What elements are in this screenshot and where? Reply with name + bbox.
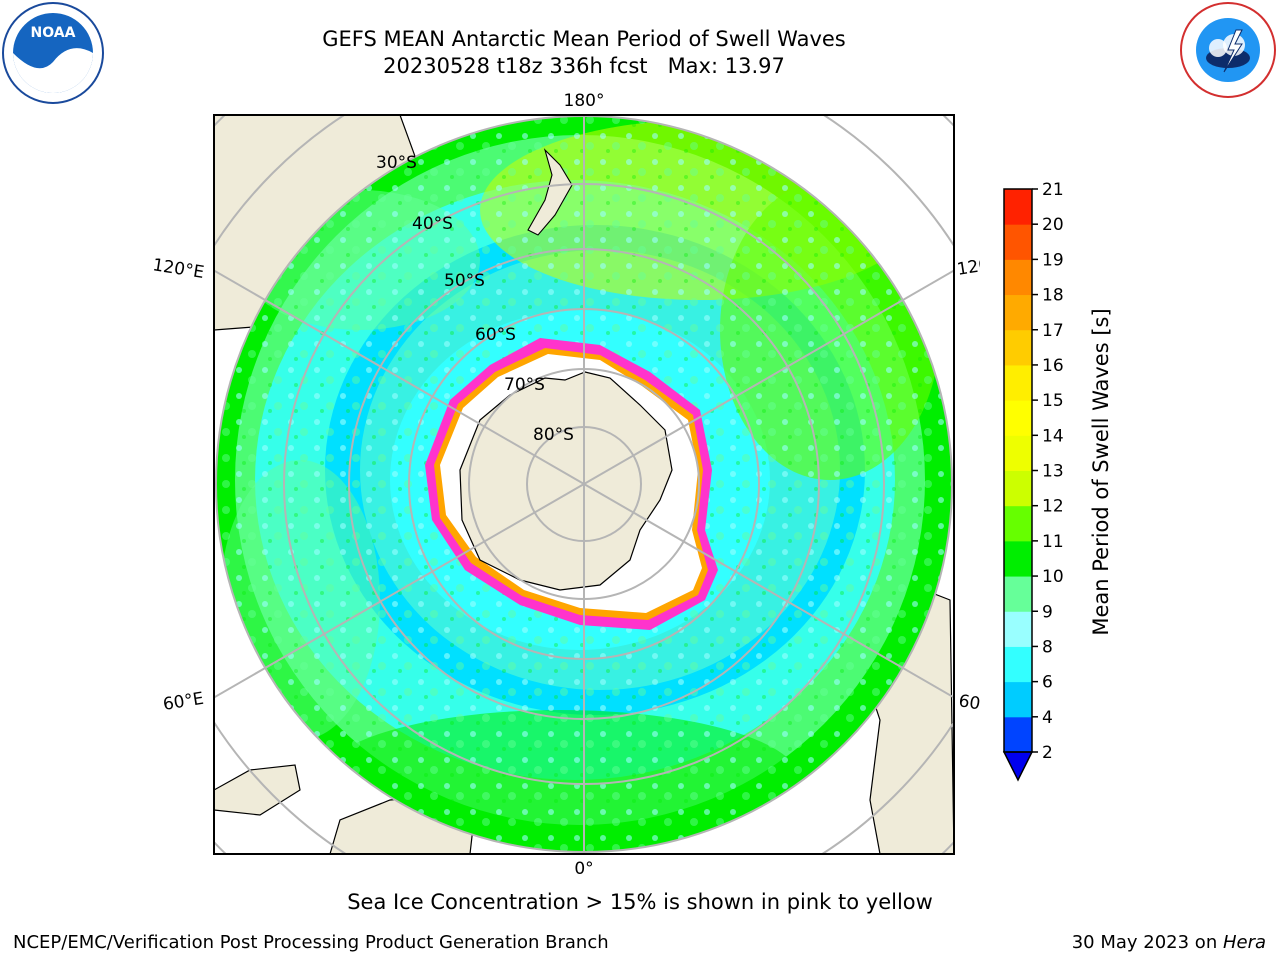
colorbar-segment bbox=[1004, 540, 1032, 577]
lat-label-70s: 70°S bbox=[504, 375, 545, 395]
colorbar-tick-label: 12 bbox=[1042, 497, 1064, 517]
footer-credit: NCEP/EMC/Verification Post Processing Pr… bbox=[13, 932, 609, 953]
colorbar-segment bbox=[1004, 470, 1032, 507]
colorbar-tick-label: 16 bbox=[1042, 356, 1064, 376]
colorbar-tick-label: 8 bbox=[1042, 637, 1053, 657]
map-frame bbox=[213, 114, 955, 855]
colorbar-tick-label: 4 bbox=[1042, 708, 1053, 728]
lat-label-40s: 40°S bbox=[412, 214, 453, 234]
colorbar-segment bbox=[1004, 259, 1032, 296]
colorbar-segment bbox=[1004, 294, 1032, 331]
colorbar-tick-label: 19 bbox=[1042, 250, 1064, 270]
colorbar-tick-label: 18 bbox=[1042, 286, 1064, 306]
noaa-logo: NOAA bbox=[2, 2, 104, 104]
colorbar-segment bbox=[1004, 681, 1032, 718]
colorbar-segment bbox=[1004, 716, 1032, 753]
colorbar-segment bbox=[1004, 364, 1032, 401]
colorbar-label: Mean Period of Swell Waves [s] bbox=[1089, 308, 1113, 635]
lon-label-120w: 120°W bbox=[956, 251, 980, 280]
colorbar-segment bbox=[1004, 224, 1032, 260]
chart-subtitle: 20230528 t18z 336h fcst Max: 13.97 bbox=[383, 54, 785, 78]
colorbar-extend-low bbox=[1002, 751, 1034, 782]
noaa-logo-text: NOAA bbox=[31, 25, 76, 41]
colorbar-tick-label: 2 bbox=[1042, 743, 1053, 763]
colorbar: 2 4 6 8 9 10 11 12 13 14 15 16 17 18 19 20 21 Mean Perio… bbox=[1002, 180, 1113, 782]
colorbar-segments bbox=[1004, 189, 1032, 753]
lon-label-180: 180° bbox=[564, 91, 605, 111]
colorbar-segment bbox=[1004, 611, 1032, 647]
colorbar-tick-label: 14 bbox=[1042, 426, 1064, 446]
colorbar-segment bbox=[1004, 435, 1032, 471]
colorbar-segment bbox=[1004, 189, 1032, 225]
nws-logo bbox=[1180, 2, 1276, 98]
map-panel: 30°S 40°S 50°S 60°S 70°S 80°S 180° 0° 12… bbox=[151, 91, 980, 879]
colorbar-segment bbox=[1004, 400, 1032, 436]
colorbar-segment bbox=[1004, 329, 1032, 366]
colorbar-tick-label: 13 bbox=[1042, 462, 1064, 482]
footer-date-text: 30 May 2023 on bbox=[1071, 932, 1223, 953]
lon-label-60w: 60°W bbox=[957, 691, 980, 718]
colorbar-segment bbox=[1004, 576, 1032, 612]
colorbar-tick-label: 9 bbox=[1042, 602, 1053, 622]
colorbar-tick-label: 17 bbox=[1042, 321, 1064, 341]
footer-host: Hera bbox=[1222, 932, 1266, 953]
colorbar-tick-label: 10 bbox=[1042, 567, 1064, 587]
lat-label-30s: 30°S bbox=[376, 153, 417, 173]
colorbar-tick-label: 11 bbox=[1042, 532, 1064, 552]
graticule bbox=[214, 115, 954, 854]
lon-label-0: 0° bbox=[574, 859, 593, 879]
colorbar-segment bbox=[1004, 505, 1032, 542]
chart-title: GEFS MEAN Antarctic Mean Period of Swell… bbox=[322, 27, 846, 51]
colorbar-segment bbox=[1004, 646, 1032, 683]
colorbar-tick-label: 6 bbox=[1042, 673, 1053, 693]
lat-label-80s: 80°S bbox=[533, 425, 574, 445]
colorbar-tick-label: 21 bbox=[1042, 180, 1064, 200]
lon-label-120e: 120°E bbox=[151, 255, 205, 283]
footer-date: 30 May 2023 on Hera bbox=[1072, 932, 1266, 953]
sea-ice-caption: Sea Ice Concentration > 15% is shown in … bbox=[347, 890, 933, 914]
lat-label-60s: 60°S bbox=[475, 325, 516, 345]
lat-label-50s: 50°S bbox=[444, 271, 485, 291]
lon-label-60e: 60°E bbox=[162, 689, 206, 715]
colorbar-tick-label: 15 bbox=[1042, 391, 1064, 411]
colorbar-tick-label: 20 bbox=[1042, 215, 1064, 235]
